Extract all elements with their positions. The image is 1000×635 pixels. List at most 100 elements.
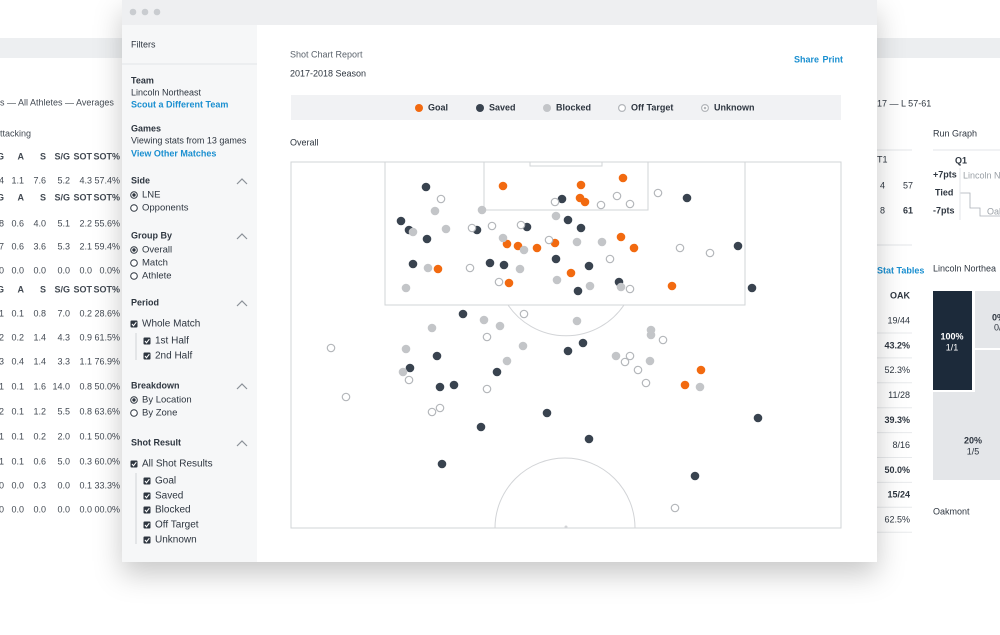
shot-point [552,275,562,285]
table-cell: 0.6 [11,241,24,251]
marker-dot [703,106,707,110]
table-cell: 33.3% [94,480,120,490]
collapse-toggle[interactable] [236,178,248,185]
filter-link[interactable]: Scout a Different Team [131,99,228,109]
shot-point [596,200,606,210]
filter-link[interactable]: View Other Matches [131,148,216,158]
quarter: Q1 [955,155,967,165]
option-label[interactable]: Goal [155,476,176,487]
share-button[interactable]: Share [794,54,819,64]
option-label[interactable]: Unknown [155,535,197,546]
shot-point [467,223,477,233]
table-cell: 0 [0,504,4,514]
table-cell: 2.2 [79,218,92,228]
legend-label[interactable]: Off Target [631,102,673,112]
radio-dot [132,248,136,252]
option-label[interactable]: LNE [142,190,160,201]
checkbox[interactable] [143,492,151,500]
radio[interactable] [130,409,138,417]
table-cell: 0.0% [99,265,120,275]
shot-point [695,382,705,392]
collapse-toggle[interactable] [236,440,248,447]
table-cell: 50.0% [94,381,120,391]
stat-value: 62.5% [884,515,910,525]
table-cell: 5.5 [57,406,70,416]
legend-label[interactable]: Unknown [714,102,755,112]
table-cell: 14.0 [52,381,70,391]
option-label[interactable]: Saved [155,491,183,502]
shot-point [584,261,594,271]
legend [291,95,841,120]
shot-point [401,344,411,354]
checkbox[interactable] [143,337,151,345]
option-label[interactable]: Athlete [142,271,172,282]
shot-point [563,346,573,356]
option-label[interactable]: 1st Half [155,336,189,347]
filter-label: Period [131,297,159,307]
shot-point [401,283,411,293]
table-cell: 55.6% [94,218,120,228]
table-cell: 0.0 [57,480,70,490]
radio[interactable] [130,259,138,267]
run-mid: Tied [935,187,953,197]
option-label[interactable]: Opponents [142,203,189,214]
zone-frac: 0/ [994,322,1000,332]
collapse-toggle[interactable] [236,233,248,240]
stat-tables-link[interactable]: Stat Tables [877,265,924,275]
table-cell: 4.3 [79,175,92,185]
checkbox[interactable] [143,477,151,485]
checkbox[interactable] [130,460,138,468]
caption: s — All Athletes — Averages [0,97,114,107]
table-cell: S [40,192,46,202]
collapse-toggle[interactable] [236,300,248,307]
checkbox[interactable] [143,352,151,360]
legend-label[interactable]: Saved [489,102,516,112]
shot-point [499,260,509,270]
table-cell: SOT [73,192,92,202]
team-a: Lincoln Northe [963,170,1000,180]
shot-point [398,367,408,377]
option-label[interactable]: Off Target [155,520,199,531]
shot-point [620,357,630,367]
legend-label[interactable]: Goal [428,102,448,112]
checkbox[interactable] [143,521,151,529]
shot-point [611,351,621,361]
option-label[interactable]: Whole Match [142,319,200,330]
option-label[interactable]: Blocked [155,505,191,516]
shot-point [667,281,677,291]
shot-point [498,233,508,243]
shot-point [563,215,573,225]
legend-label[interactable]: Blocked [556,102,591,112]
shot-point [566,268,576,278]
table-cell: 0.1 [11,431,24,441]
table-cell: 5.3 [57,241,70,251]
period-col: T1 [877,154,888,164]
option-label[interactable]: All Shot Results [142,459,213,470]
shot-point [733,241,743,251]
option-label[interactable]: By Location [142,395,192,406]
shot-point [645,356,655,366]
radio[interactable] [130,204,138,212]
checkbox[interactable] [143,536,151,544]
shot-point [492,367,502,377]
table-cell: 50.0% [94,431,120,441]
option-label[interactable]: Overall [142,245,172,256]
shot-point [477,205,487,215]
checkbox[interactable] [143,506,151,514]
radio-dot [132,398,136,402]
table-cell: 0.9 [79,332,92,342]
table-cell: 5.1 [57,218,70,228]
collapse-toggle[interactable] [236,383,248,390]
checkbox[interactable] [130,320,138,328]
option-label[interactable]: By Zone [142,408,177,419]
print-button[interactable]: Print [822,54,843,64]
option-label[interactable]: 2nd Half [155,351,192,362]
table-cell: 0.6 [11,218,24,228]
shot-point [422,234,432,244]
shot-point [518,341,528,351]
shot-point [580,197,590,207]
radio[interactable] [130,272,138,280]
option-label[interactable]: Match [142,258,168,269]
table-cell: 3.3 [57,356,70,366]
